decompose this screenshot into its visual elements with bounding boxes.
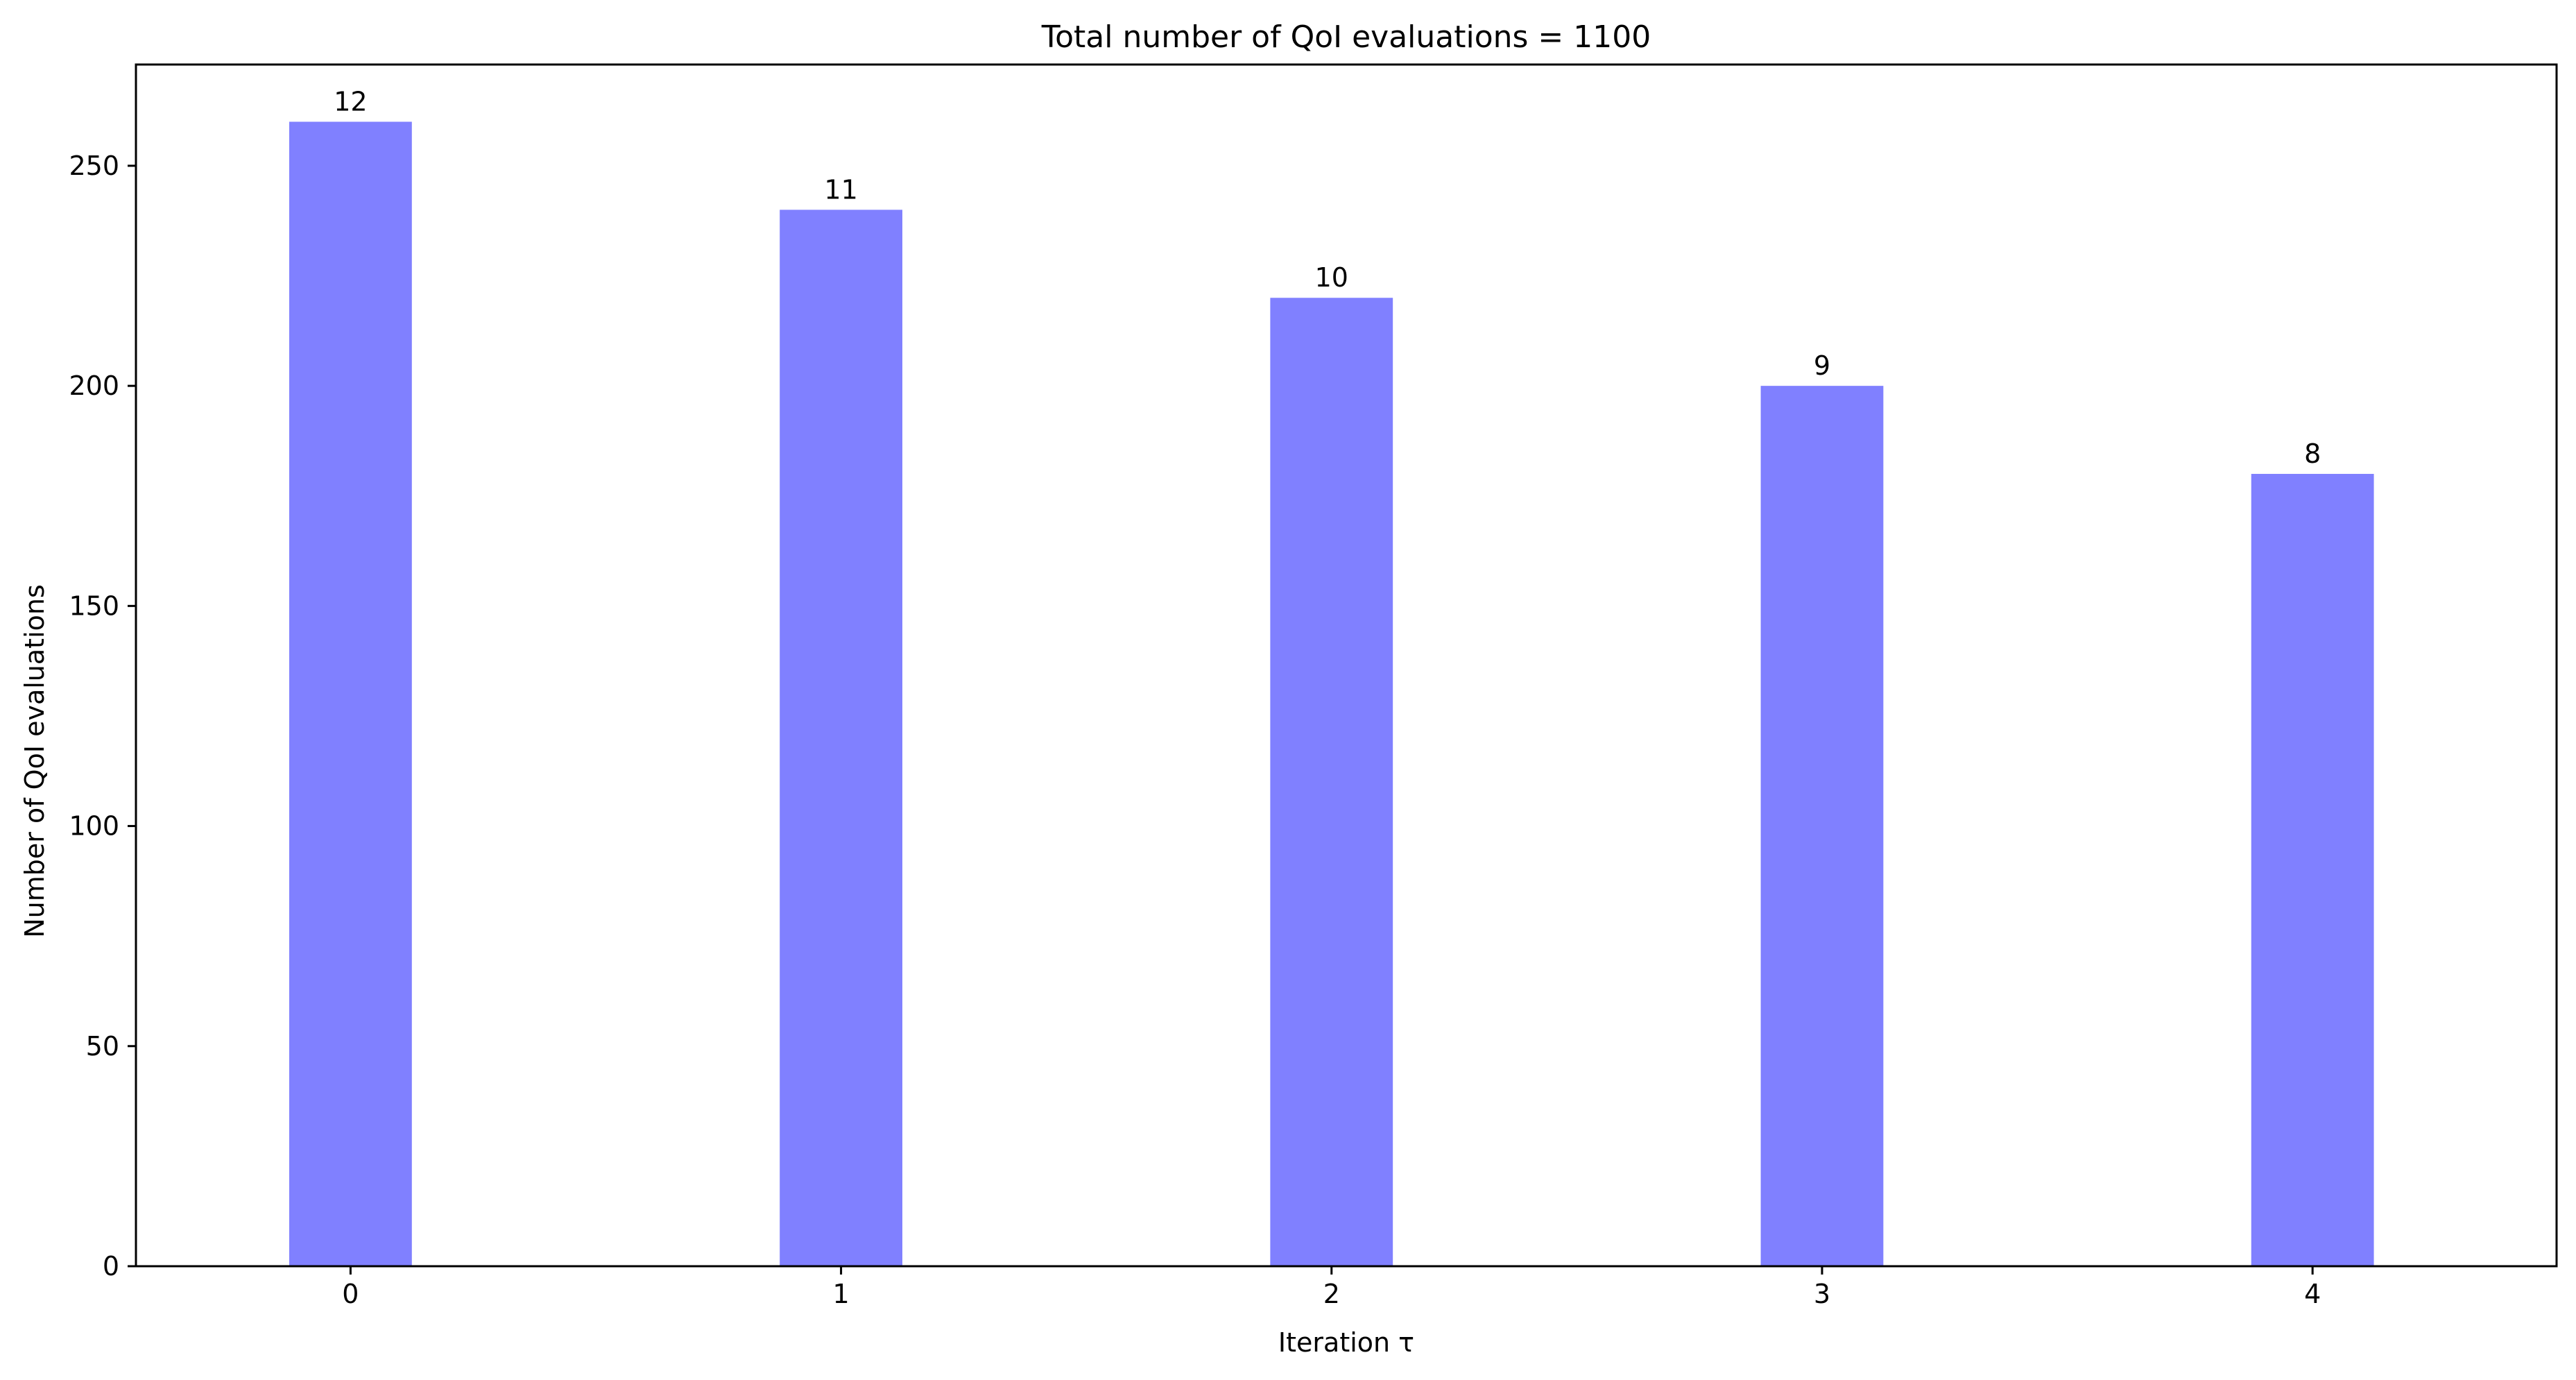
plot-frame bbox=[135, 63, 2558, 1268]
x-tick-label: 0 bbox=[342, 1279, 359, 1309]
y-tick-label: 200 bbox=[69, 370, 119, 401]
bar-value-label: 11 bbox=[824, 174, 857, 205]
chart-title: Total number of QoI evaluations = 1100 bbox=[1041, 19, 1651, 55]
x-tick-label: 4 bbox=[2304, 1279, 2321, 1309]
y-tick-label: 0 bbox=[103, 1251, 119, 1281]
x-axis-ticks: 0 1 2 3 4 bbox=[342, 1266, 2321, 1309]
bar-value-label: 10 bbox=[1315, 262, 1348, 293]
y-tick-label: 250 bbox=[69, 151, 119, 181]
x-tick-label: 3 bbox=[1814, 1279, 1830, 1309]
bar-3 bbox=[1760, 386, 1884, 1267]
bar-value-label: 9 bbox=[1814, 350, 1830, 381]
y-axis-ticks: 0 50 100 150 200 250 bbox=[69, 151, 136, 1281]
y-axis-label: Number of QoI evaluations bbox=[19, 584, 50, 938]
y-tick-label: 150 bbox=[69, 590, 119, 621]
y-tick-label: 50 bbox=[86, 1031, 119, 1062]
bars bbox=[289, 121, 2374, 1267]
x-tick-label: 1 bbox=[832, 1279, 849, 1309]
x-tick-label: 2 bbox=[1323, 1279, 1340, 1309]
bar-value-labels: 12 11 10 9 8 bbox=[334, 86, 2321, 469]
bar-2 bbox=[1270, 298, 1393, 1267]
x-axis-label: Iteration τ bbox=[1278, 1327, 1414, 1358]
bar-0 bbox=[289, 121, 412, 1266]
bar-4 bbox=[2251, 474, 2374, 1266]
bar-1 bbox=[780, 210, 902, 1266]
bar-value-label: 8 bbox=[2304, 438, 2321, 469]
bar-value-label: 12 bbox=[334, 86, 367, 117]
y-tick-label: 100 bbox=[69, 811, 119, 842]
